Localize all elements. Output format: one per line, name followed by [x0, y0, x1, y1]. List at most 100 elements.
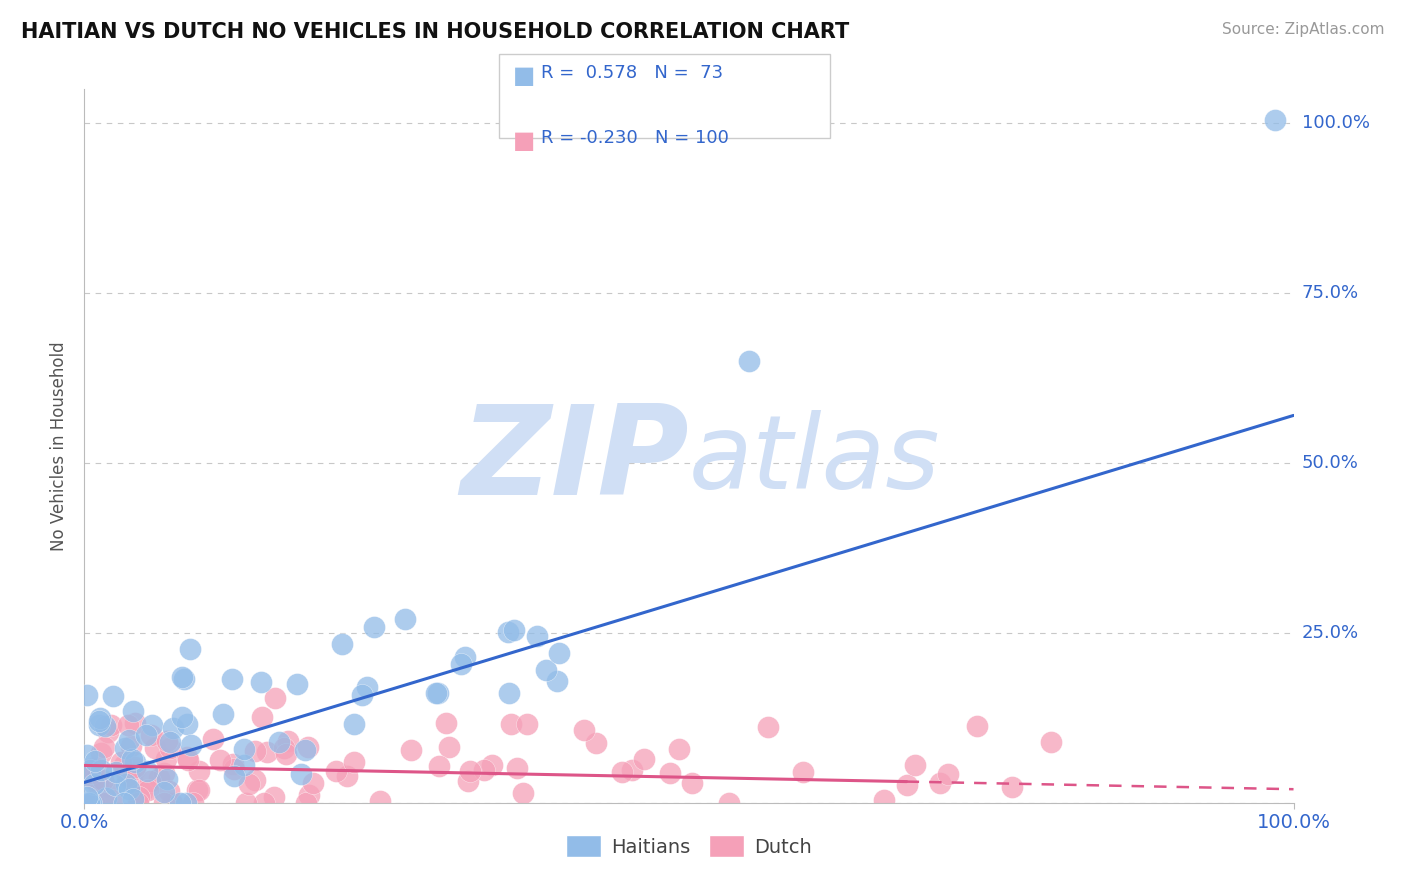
Point	[79, 796, 101, 810]
Point	[84, 754, 107, 768]
Point	[159, 735, 181, 749]
Point	[295, 796, 318, 810]
Point	[148, 771, 170, 785]
Point	[177, 753, 200, 767]
Point	[127, 796, 149, 810]
Point	[516, 717, 538, 731]
Point	[208, 753, 231, 767]
Point	[121, 773, 143, 788]
Point	[122, 792, 145, 806]
Point	[450, 657, 472, 671]
Point	[343, 756, 366, 770]
Point	[546, 673, 568, 688]
Point	[458, 764, 481, 778]
Point	[112, 796, 135, 810]
Text: R = -0.230   N = 100: R = -0.230 N = 100	[541, 129, 730, 147]
Point	[135, 728, 157, 742]
Point	[176, 717, 198, 731]
Point	[245, 772, 267, 787]
Point	[101, 793, 124, 807]
Point	[117, 718, 139, 732]
Point	[343, 717, 366, 731]
Point	[121, 752, 143, 766]
Point	[115, 769, 138, 783]
Point	[294, 743, 316, 757]
Point	[356, 680, 378, 694]
Point	[202, 732, 225, 747]
Point	[79, 796, 101, 810]
Point	[179, 641, 201, 656]
Point	[90, 763, 112, 777]
Point	[153, 796, 176, 810]
Point	[454, 650, 477, 665]
Point	[141, 718, 163, 732]
Point	[114, 777, 136, 791]
Point	[633, 752, 655, 766]
Point	[76, 796, 98, 810]
Point	[124, 760, 146, 774]
Point	[330, 637, 353, 651]
Point	[873, 792, 896, 806]
Point	[110, 756, 132, 770]
Point	[156, 734, 179, 748]
Point	[90, 746, 112, 760]
Point	[222, 757, 245, 772]
Point	[534, 663, 557, 677]
Point	[83, 777, 105, 791]
Point	[572, 723, 595, 738]
Point	[104, 778, 127, 792]
Point	[128, 790, 150, 805]
Point	[1039, 735, 1062, 749]
Point	[180, 738, 202, 752]
Text: 25.0%: 25.0%	[1302, 624, 1360, 642]
Point	[548, 647, 571, 661]
Point	[896, 779, 918, 793]
Point	[76, 796, 98, 810]
Point	[298, 789, 321, 803]
Point	[139, 728, 162, 742]
Point	[621, 763, 644, 777]
Point	[610, 764, 633, 779]
Point	[276, 747, 298, 761]
Point	[173, 672, 195, 686]
Point	[136, 764, 159, 779]
Point	[904, 758, 927, 772]
Point	[87, 718, 110, 732]
Point	[336, 769, 359, 783]
Point	[159, 741, 181, 756]
Point	[82, 761, 104, 775]
Point	[181, 796, 204, 810]
Point	[394, 612, 416, 626]
Text: R =  0.578   N =  73: R = 0.578 N = 73	[541, 64, 724, 82]
Point	[139, 773, 162, 788]
Point	[94, 719, 117, 733]
Point	[143, 741, 166, 756]
Point	[153, 765, 176, 780]
Point	[681, 775, 703, 789]
Point	[80, 765, 103, 780]
Point	[301, 775, 323, 789]
Point	[966, 719, 988, 733]
Point	[936, 767, 959, 781]
Point	[425, 686, 447, 700]
Point	[659, 766, 682, 780]
Point	[87, 714, 110, 729]
Point	[77, 796, 100, 810]
Point	[156, 772, 179, 786]
Point	[153, 785, 176, 799]
Point	[429, 759, 451, 773]
Point	[169, 796, 191, 810]
Point	[256, 745, 278, 759]
Point	[105, 764, 128, 779]
Point	[118, 732, 141, 747]
Point	[792, 764, 814, 779]
Point	[253, 796, 276, 810]
Point	[101, 689, 124, 703]
Point	[76, 789, 98, 804]
Point	[131, 785, 153, 799]
Point	[368, 794, 391, 808]
Point	[94, 779, 117, 793]
Point	[122, 704, 145, 718]
Point	[79, 763, 101, 777]
Point	[170, 709, 193, 723]
